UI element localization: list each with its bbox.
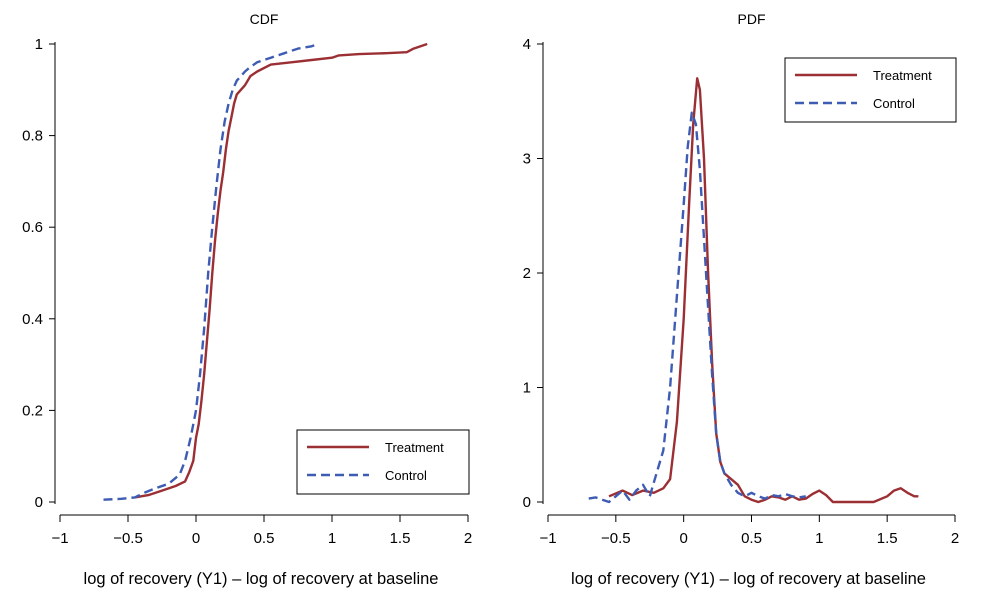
legend-label-control: Control <box>873 96 915 111</box>
y-tick-label: 3 <box>523 151 531 168</box>
x-tick-label: 2 <box>464 530 472 547</box>
x-tick-label: 2 <box>951 530 959 547</box>
y-tick-label: 2 <box>523 265 531 282</box>
legend-label-treatment: Treatment <box>385 440 444 455</box>
x-tick-label: 0.5 <box>254 530 275 547</box>
chart-panel-2: PDF 0 1 2 3 4 −1 −0.5 0 0.5 1 1.5 2 log of recovery (… <box>523 11 960 588</box>
series-line-treatment <box>134 42 428 499</box>
y-tick-label: 1 <box>35 36 43 53</box>
series-line-treatment <box>608 77 919 504</box>
y-tick-label: 0.4 <box>22 311 43 328</box>
x-tick-label: −1 <box>51 530 68 547</box>
y-tick-label: 0.6 <box>22 219 43 236</box>
x-tick-label: −0.5 <box>113 530 143 547</box>
legend-box <box>296 429 470 495</box>
x-tick-label: 1.5 <box>877 530 898 547</box>
x-tick-label: 0 <box>192 530 200 547</box>
y-tick-label: 0 <box>523 494 531 511</box>
x-tick-label: −1 <box>539 530 556 547</box>
x-tick-label: 1 <box>328 530 336 547</box>
x-tick-label: −0.5 <box>601 530 631 547</box>
series-line-control <box>588 111 806 504</box>
series-line-control <box>103 42 319 501</box>
x-tick-label: 1 <box>815 530 823 547</box>
chart-title: CDF <box>250 11 279 27</box>
y-tick-label: 0.8 <box>22 128 43 145</box>
y-tick-label: 4 <box>523 36 531 53</box>
chart-title: PDF <box>738 11 766 27</box>
legend: Treatment Control <box>784 57 957 123</box>
x-axis-label: log of recovery (Y1) – log of recovery a… <box>571 570 926 588</box>
legend-box <box>784 57 957 123</box>
y-tick-label: 1 <box>523 380 531 397</box>
legend: Treatment Control <box>296 429 470 495</box>
x-axis-label: log of recovery (Y1) – log of recovery a… <box>84 570 439 588</box>
legend-label-treatment: Treatment <box>873 68 932 83</box>
y-tick-label: 0 <box>35 494 43 511</box>
x-tick-label: 0 <box>679 530 687 547</box>
x-tick-label: 0.5 <box>741 530 762 547</box>
x-tick-label: 1.5 <box>390 530 411 547</box>
legend-label-control: Control <box>385 468 427 483</box>
y-tick-label: 0.2 <box>22 402 43 419</box>
chart-panel-1: CDF 0 0.2 0.4 0.6 0.8 1 −1 −0.5 0 0.5 1 1.5 2 log of r… <box>22 11 472 588</box>
